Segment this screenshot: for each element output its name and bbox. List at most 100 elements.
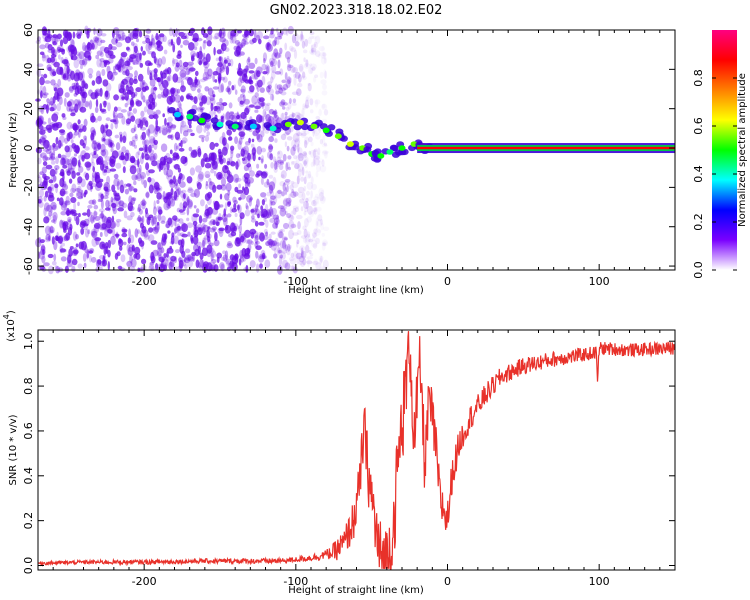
noise-dot xyxy=(66,121,73,130)
noise-dot xyxy=(86,252,89,260)
noise-dot xyxy=(160,71,167,81)
noise-dot xyxy=(258,221,265,226)
noise-dot xyxy=(261,100,265,110)
noise-dot xyxy=(286,136,293,141)
noise-dot xyxy=(179,232,185,237)
noise-dot xyxy=(236,70,243,75)
noise-dot xyxy=(219,37,226,43)
noise-dot xyxy=(286,243,291,252)
noise-dot xyxy=(276,156,282,165)
noise-dot xyxy=(227,62,231,67)
noise-dot xyxy=(190,132,195,137)
noise-dot xyxy=(245,239,251,244)
noise-dot xyxy=(310,67,314,74)
noise-dot xyxy=(115,34,122,42)
noise-dot xyxy=(255,245,262,251)
noise-dot xyxy=(42,249,45,255)
noise-dot xyxy=(84,161,92,168)
noise-dot xyxy=(83,152,91,160)
noise-dot xyxy=(222,137,227,146)
noise-dot xyxy=(269,32,275,39)
noise-dot xyxy=(187,201,193,210)
noise-dot xyxy=(76,53,83,62)
noise-dot xyxy=(191,251,197,257)
noise-dot xyxy=(107,50,114,56)
noise-dot xyxy=(228,102,233,109)
noise-dot xyxy=(197,245,201,255)
noise-dot xyxy=(243,41,249,45)
noise-dot xyxy=(231,34,237,44)
noise-dot xyxy=(258,156,261,161)
noise-dot xyxy=(114,194,121,201)
noise-dot xyxy=(79,139,85,146)
noise-dot xyxy=(81,80,86,89)
noise-dot xyxy=(52,143,59,152)
noise-dot xyxy=(310,176,314,185)
noise-dot xyxy=(249,85,255,93)
noise-dot xyxy=(225,87,231,93)
noise-dot xyxy=(146,101,150,109)
noise-dot xyxy=(279,254,283,259)
noise-dot xyxy=(163,49,168,55)
noise-dot xyxy=(234,212,238,218)
noise-dot xyxy=(79,124,85,131)
noise-dot xyxy=(46,102,51,107)
noise-dot xyxy=(313,199,318,207)
noise-dot xyxy=(82,223,89,227)
noise-dot xyxy=(177,100,182,108)
noise-dot xyxy=(89,39,97,43)
noise-dot xyxy=(126,260,133,268)
noise-dot xyxy=(140,200,147,206)
noise-dot xyxy=(64,158,70,166)
noise-dot xyxy=(322,150,329,154)
noise-dot xyxy=(205,74,212,80)
colorbar-ticks: 0.00.20.40.60.8 xyxy=(692,69,737,279)
noise-dot xyxy=(47,253,54,259)
noise-dot xyxy=(269,206,273,217)
noise-dot xyxy=(84,135,87,141)
noise-dot xyxy=(172,175,176,184)
noise-dot xyxy=(204,66,209,76)
noise-dot xyxy=(288,200,292,207)
spectrogram-y-axis-label: Frequency (Hz) xyxy=(8,112,19,188)
noise-dot xyxy=(206,131,210,137)
y-tick-label: -60 xyxy=(22,257,35,275)
noise-dot xyxy=(307,83,312,92)
noise-dot xyxy=(284,179,291,183)
noise-dot xyxy=(78,100,81,108)
noise-dot xyxy=(302,258,307,266)
noise-dot xyxy=(279,51,282,59)
noise-dot xyxy=(73,131,79,136)
noise-dot xyxy=(282,27,288,35)
noise-dot xyxy=(143,149,148,155)
noise-dot xyxy=(208,220,214,226)
noise-dot xyxy=(282,199,288,206)
noise-dot xyxy=(117,265,123,270)
noise-dot xyxy=(140,175,145,185)
noise-dot xyxy=(180,259,187,267)
noise-dot xyxy=(131,139,136,147)
noise-dot xyxy=(113,173,119,179)
noise-dot xyxy=(93,146,98,155)
noise-dot xyxy=(41,137,47,144)
noise-dot xyxy=(151,144,154,149)
noise-dot xyxy=(316,196,320,205)
noise-dot xyxy=(97,259,102,265)
noise-dot xyxy=(100,33,107,37)
noise-dot xyxy=(263,212,267,223)
noise-dot xyxy=(99,213,105,219)
noise-dot xyxy=(88,180,93,187)
noise-dot xyxy=(135,55,142,65)
noise-dot xyxy=(116,180,120,191)
noise-dot xyxy=(77,72,84,81)
noise-dot xyxy=(177,187,181,196)
noise-dot xyxy=(119,179,124,188)
noise-dot xyxy=(175,183,179,192)
noise-dot xyxy=(136,167,141,174)
noise-dot xyxy=(301,255,306,260)
noise-dot xyxy=(207,68,213,77)
noise-dot xyxy=(120,56,123,65)
noise-dot xyxy=(297,147,303,156)
noise-dot xyxy=(92,140,97,145)
noise-dot xyxy=(140,110,145,118)
